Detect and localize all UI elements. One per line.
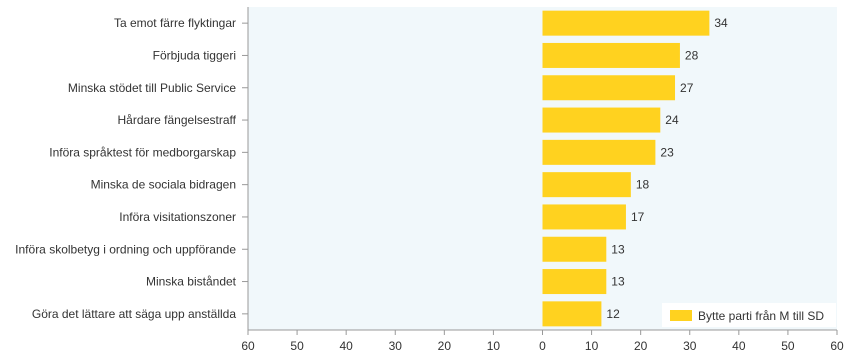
bar	[542, 172, 631, 198]
bar	[542, 269, 607, 295]
category-label: Minska de sociala bidragen	[91, 178, 236, 192]
x-tick-label: 20	[634, 339, 648, 353]
data-label: 34	[714, 16, 728, 30]
bars: 34 28 27 24 23 18 17 13 13 12	[542, 10, 728, 327]
x-tick-label: 50	[290, 339, 304, 353]
x-tick-label: 30	[683, 339, 697, 353]
x-tick-label: 20	[438, 339, 452, 353]
data-label: 24	[665, 113, 679, 127]
category-label: Hårdare fängelsestraff	[117, 113, 236, 127]
x-tick-label: 0	[539, 339, 546, 353]
category-label: Göra det lättare att säga upp anställda	[32, 307, 236, 321]
x-tick-label: 50	[781, 339, 795, 353]
legend-swatch	[670, 310, 692, 321]
x-tick-label: 40	[339, 339, 353, 353]
bar	[542, 139, 656, 165]
bar	[542, 107, 661, 133]
bar	[542, 236, 607, 262]
category-label: Minska biståndet	[146, 275, 237, 289]
legend-label: Bytte parti från M till SD	[698, 309, 824, 323]
x-tick-label: 10	[487, 339, 501, 353]
data-label: 28	[685, 48, 699, 62]
bar	[542, 301, 602, 327]
data-label: 17	[631, 210, 645, 224]
data-label: 18	[636, 178, 650, 192]
data-label: 13	[611, 275, 625, 289]
x-tick-label: 30	[389, 339, 403, 353]
bar	[542, 10, 710, 36]
data-label: 23	[660, 145, 674, 159]
category-label: Ta emot färre flyktingar	[114, 16, 236, 30]
x-tick-label: 60	[830, 339, 844, 353]
legend: Bytte parti från M till SD	[662, 303, 836, 327]
bar	[542, 204, 626, 230]
category-label: Införa språktest för medborgarskap	[49, 145, 236, 159]
data-label: 27	[680, 81, 694, 95]
data-label: 13	[611, 242, 625, 256]
bar	[542, 42, 680, 68]
x-tick-label: 10	[585, 339, 599, 353]
x-tick-label: 40	[732, 339, 746, 353]
data-label: 12	[606, 307, 620, 321]
category-label: Införa skolbetyg i ordning och uppförand…	[15, 242, 236, 256]
bar	[542, 75, 676, 101]
category-label: Minska stödet till Public Service	[68, 81, 236, 95]
category-labels: Ta emot färre flyktingar Förbjuda tiggeri…	[15, 16, 236, 321]
x-tick-label: 60	[241, 339, 255, 353]
category-label: Införa visitationszoner	[119, 210, 236, 224]
category-label: Förbjuda tiggeri	[153, 48, 236, 62]
axes: 60 50 40 30 20 10 0 10 20 30 40 50 60	[241, 7, 844, 353]
